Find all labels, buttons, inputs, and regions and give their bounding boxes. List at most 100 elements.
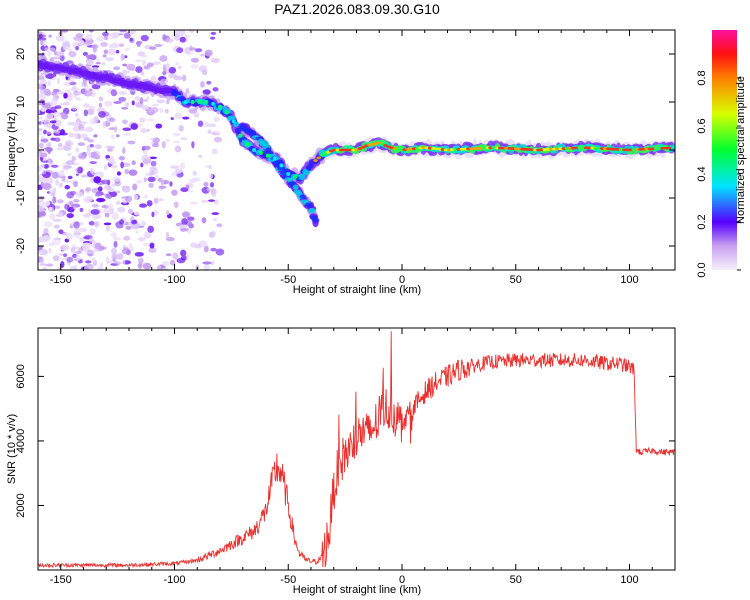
noise-blob <box>58 229 64 235</box>
noise-blob <box>38 83 44 89</box>
ridge-peak <box>313 159 318 162</box>
noise-blob <box>57 211 63 217</box>
noise-blob <box>161 267 169 270</box>
spectrogram-x-tick-label: 100 <box>620 274 638 286</box>
noise-blob <box>86 58 94 66</box>
noise-blob <box>122 63 127 67</box>
noise-blob <box>213 199 219 205</box>
noise-blob <box>116 253 124 260</box>
noise-blob <box>176 257 186 264</box>
noise-blob <box>79 155 87 159</box>
noise-blob <box>122 133 132 136</box>
noise-blob <box>111 165 118 169</box>
noise-blob <box>202 261 212 265</box>
noise-blob <box>81 80 88 88</box>
noise-blob <box>180 227 190 232</box>
noise-blob <box>158 265 162 270</box>
noise-blob <box>139 117 146 123</box>
snr-x-tick-label: 0 <box>399 574 405 586</box>
snr-y-tick-label: 2000 <box>15 493 27 517</box>
noise-blob <box>49 120 57 124</box>
noise-blob <box>143 98 149 102</box>
noise-blob <box>154 174 159 179</box>
noise-blob <box>127 140 136 145</box>
noise-blob <box>161 260 170 267</box>
noise-blob <box>77 166 83 174</box>
snr-x-tick-label: -50 <box>280 574 296 586</box>
branch-core <box>250 131 257 137</box>
noise-blob <box>51 171 59 179</box>
noise-blob <box>173 140 181 144</box>
noise-blob <box>69 265 76 270</box>
spectrogram-y-tick-label: -10 <box>15 190 27 206</box>
colorbar-label: Normalized spectral amplitude <box>735 76 747 224</box>
noise-blob <box>207 129 212 135</box>
noise-blob <box>60 129 65 135</box>
noise-blob <box>150 160 157 167</box>
noise-blob <box>115 200 121 206</box>
noise-blob <box>140 71 145 76</box>
noise-blob <box>140 34 149 42</box>
noise-blob <box>126 63 136 71</box>
noise-blob <box>51 164 59 168</box>
noise-blob <box>139 203 148 208</box>
noise-blob <box>43 88 51 96</box>
noise-blob <box>165 62 170 70</box>
noise-blob <box>46 113 54 120</box>
noise-blob <box>92 45 97 53</box>
noise-blob <box>53 50 57 56</box>
noise-blob <box>41 119 50 123</box>
noise-blob <box>52 219 62 222</box>
noise-blob <box>200 81 205 88</box>
noise-blob <box>43 221 53 228</box>
noise-blob <box>147 176 156 183</box>
noise-blob <box>176 30 186 36</box>
noise-blob <box>73 228 81 235</box>
noise-blob <box>181 217 188 225</box>
noise-blob <box>71 105 77 111</box>
noise-blob <box>74 112 79 118</box>
chart-title: PAZ1.2026.083.09.30.G10 <box>274 1 440 17</box>
noise-blob <box>68 51 77 58</box>
noise-blob <box>38 238 44 243</box>
noise-blob <box>156 99 166 104</box>
noise-blob <box>115 50 120 54</box>
noise-blob <box>212 87 219 92</box>
noise-blob <box>55 179 60 186</box>
noise-blob <box>172 252 179 260</box>
noise-blob <box>45 263 54 267</box>
noise-blob <box>151 103 159 107</box>
noise-blob <box>149 137 155 140</box>
noise-blob <box>210 188 217 196</box>
noise-blob <box>85 126 94 133</box>
noise-blob <box>141 54 148 58</box>
noise-blob <box>177 65 182 70</box>
noise-blob <box>121 185 131 193</box>
noise-blob <box>188 108 198 114</box>
noise-blob <box>107 33 117 40</box>
noise-blob <box>53 224 60 229</box>
noise-blob <box>193 112 200 118</box>
noise-blob <box>51 56 61 60</box>
noise-blob <box>142 242 150 247</box>
noise-blob <box>107 148 114 152</box>
noise-blob <box>162 34 167 41</box>
noise-blob <box>88 237 94 244</box>
noise-blob <box>69 81 77 86</box>
noise-blob <box>89 143 94 148</box>
noise-blob <box>39 211 46 217</box>
noise-blob <box>86 144 91 152</box>
noise-blob <box>103 184 110 191</box>
spectrogram-x-tick-label: -100 <box>163 274 185 286</box>
spectrogram-y-axis-label: Frequency (Hz) <box>6 112 18 188</box>
ridge-highlight <box>224 110 229 115</box>
noise-blob <box>68 132 72 138</box>
noise-blob <box>85 33 93 41</box>
branch-core <box>299 194 306 199</box>
noise-blob <box>67 76 75 84</box>
noise-blob <box>146 200 153 207</box>
noise-blob <box>59 182 63 188</box>
noise-blob <box>47 50 52 57</box>
noise-blob <box>151 211 155 218</box>
noise-blob <box>129 246 134 252</box>
